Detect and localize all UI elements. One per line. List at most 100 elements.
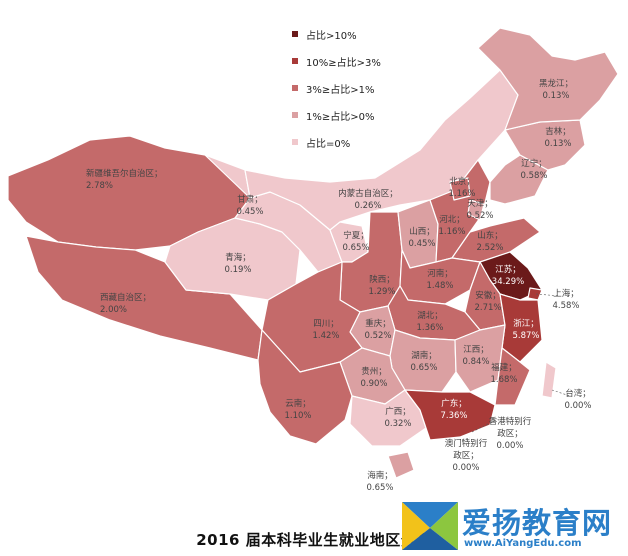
region-label-macau: 澳门特别行政区； 0.00%: [442, 438, 490, 474]
region-name: 四川；: [313, 319, 339, 329]
region-label-xizang: 西藏自治区； 2.00%: [100, 292, 151, 316]
region-name: 西藏自治区；: [100, 293, 152, 303]
region-value: 0.13%: [544, 139, 572, 149]
legend-swatch: [292, 112, 298, 118]
region-name: 内蒙古自治区；: [338, 189, 398, 199]
region-value: 0.00%: [452, 463, 480, 473]
region-name: 河北；: [439, 215, 465, 225]
region-name: 贵州；: [361, 367, 387, 377]
legend-item: 占比=0%: [292, 134, 350, 150]
region-value: 1.68%: [490, 375, 518, 385]
region-label-guangdong: 广东； 7.36%: [440, 398, 467, 422]
region-name: 河南；: [427, 269, 453, 279]
region-name: 青海；: [225, 253, 251, 263]
region-value: 0.90%: [360, 379, 388, 389]
region-shape-guangdong: [404, 389, 496, 441]
region-name: 天津；: [467, 199, 493, 209]
region-name: 重庆；: [365, 319, 391, 329]
region-label-yunnan: 云南； 1.10%: [284, 398, 311, 422]
region-value: 0.65%: [410, 363, 438, 373]
region-name: 云南；: [285, 399, 311, 409]
region-label-shanghai: 上海； 4.58%: [552, 288, 579, 312]
region-shape-yunnan: [257, 329, 353, 445]
region-name: 新疆维吾尔自治区；: [86, 169, 163, 179]
region-label-jilin: 吉林； 0.13%: [544, 126, 571, 150]
region-value: 2.78%: [86, 181, 114, 191]
region-name: 上海；: [553, 289, 579, 299]
region-name: 山东；: [477, 231, 503, 241]
region-label-gansu: 甘肃； 0.45%: [236, 194, 263, 218]
region-value: 0.00%: [496, 441, 524, 451]
region-label-guizhou: 贵州； 0.90%: [360, 366, 387, 390]
region-label-neimenggu: 内蒙古自治区； 0.26%: [338, 188, 398, 212]
region-value: 0.65%: [366, 483, 394, 493]
region-name: 山西；: [409, 227, 435, 237]
legend-swatch: [292, 31, 298, 37]
legend-item: 3%≥占比>1%: [292, 80, 375, 96]
region-label-taiwan: 台湾； 0.00%: [564, 388, 591, 412]
region-label-hainan: 海南； 0.65%: [366, 470, 393, 494]
region-name: 吉林；: [545, 127, 571, 137]
region-name: 安徽；: [475, 291, 501, 301]
region-name: 宁夏；: [343, 231, 369, 241]
legend-item: 占比>10%: [292, 26, 357, 42]
region-label-hunan: 湖南； 0.65%: [410, 350, 437, 374]
region-value: 2.71%: [474, 303, 502, 313]
region-name: 北京；: [449, 177, 475, 187]
leader-line-taiwan: [551, 389, 571, 397]
region-name: 黑龙江；: [538, 79, 574, 89]
region-value: 4.58%: [552, 301, 580, 311]
region-label-hebei: 河北； 1.16%: [438, 214, 465, 238]
region-label-shandong: 山东； 2.52%: [476, 230, 503, 254]
region-name: 广东；: [441, 399, 467, 409]
region-shape-qinghai: [164, 217, 301, 301]
region-label-beijing: 北京； 1.16%: [448, 176, 475, 200]
region-value: 0.52%: [466, 211, 494, 221]
region-value: 0.45%: [236, 207, 264, 217]
region-label-ningxia: 宁夏； 0.65%: [342, 230, 369, 254]
region-value: 34.29%: [491, 277, 525, 287]
legend-item: 10%≥占比>3%: [292, 53, 381, 69]
region-value: 0.84%: [462, 357, 490, 367]
legend-label: 10%≥占比>3%: [306, 57, 381, 69]
region-value: 1.10%: [284, 411, 312, 421]
region-label-jiangsu: 江苏； 34.29%: [492, 264, 524, 288]
region-value: 0.32%: [384, 419, 412, 429]
region-shape-tianjin: [467, 199, 485, 221]
watermark: 爱扬教育网 www.AiYangEdu.com: [400, 498, 628, 556]
region-value: 1.29%: [368, 287, 396, 297]
region-label-shaanxi: 陕西； 1.29%: [368, 274, 395, 298]
legend-swatch: [292, 139, 298, 145]
region-value: 0.19%: [224, 265, 252, 275]
region-name: 海南；: [367, 471, 393, 481]
region-name: 浙江；: [513, 319, 539, 329]
legend-item: 1%≥占比>0%: [292, 107, 375, 123]
region-value: 1.42%: [312, 331, 340, 341]
region-name: 广西；: [385, 407, 411, 417]
region-shape-hainan: [387, 451, 415, 479]
region-name: 福建；: [491, 363, 517, 373]
watermark-logo-icon: [402, 502, 458, 550]
region-label-sichuan: 四川； 1.42%: [312, 318, 339, 342]
region-name: 湖北；: [417, 311, 443, 321]
figure-caption: 2016 届本科毕业生就业地区分布: [196, 531, 432, 549]
province-shapes: [7, 27, 619, 479]
region-label-jiangxi: 江西； 0.84%: [462, 344, 489, 368]
region-value: 5.87%: [512, 331, 540, 341]
leader-line-hongkong: [471, 419, 497, 433]
region-name: 湖南；: [411, 351, 437, 361]
region-label-hubei: 湖北； 1.36%: [416, 310, 443, 334]
region-value: 0.65%: [342, 243, 370, 253]
region-value: 0.58%: [520, 171, 548, 181]
region-label-anhui: 安徽； 2.71%: [474, 290, 501, 314]
legend-label: 1%≥占比>0%: [306, 111, 375, 123]
region-shape-shanghai: [527, 287, 543, 301]
legend-swatch: [292, 58, 298, 64]
region-value: 1.16%: [438, 227, 466, 237]
region-label-heilongjiang: 黑龙江； 0.13%: [539, 78, 573, 102]
region-shape-beijing: [449, 177, 471, 201]
region-shape-taiwan: [541, 361, 557, 399]
legend-swatch: [292, 85, 298, 91]
region-value: 0.45%: [408, 239, 436, 249]
